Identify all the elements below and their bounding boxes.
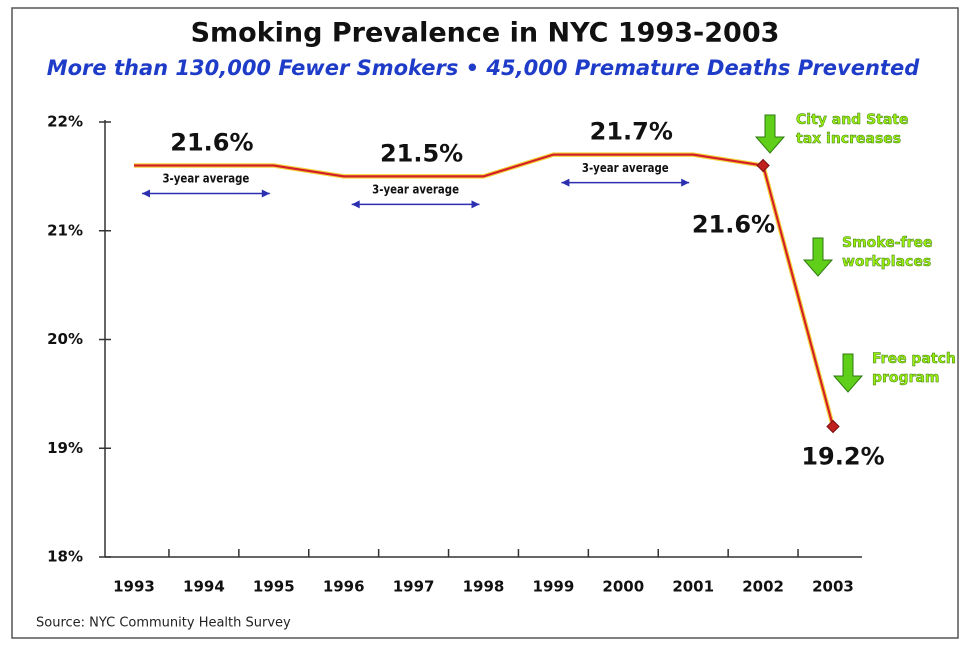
average-caption: 3-year average [162,172,249,186]
average-caption: 3-year average [372,183,459,197]
x-tick-label: 1998 [463,578,505,596]
x-tick-label: 2001 [672,578,714,596]
annotation-text: program [872,370,940,386]
y-tick-label: 18% [47,548,83,566]
x-tick-label: 2002 [742,578,784,596]
x-tick-label: 2003 [812,578,854,596]
average-label: 21.6% [170,129,253,157]
y-tick-label: 19% [47,439,83,457]
chart-subtitle: More than 130,000 Fewer Smokers • 45,000… [47,56,920,80]
x-tick-label: 1996 [323,578,365,596]
annotation-arrow [754,114,786,154]
x-tick-label: 1993 [113,578,155,596]
y-tick-label: 21% [47,221,83,239]
annotation-text: Free patch [872,351,956,367]
x-tick-label: 1994 [183,578,225,596]
average-label: 21.5% [380,139,463,167]
source-note: Source: NYC Community Health Survey [36,616,291,631]
average-caption: 3-year average [582,161,669,175]
point-marker [826,419,840,434]
chart-title: Smoking Prevalence in NYC 1993-2003 [191,18,780,49]
series-line [134,153,835,427]
x-tick-label: 1999 [533,578,575,596]
annotation-arrow [802,237,834,277]
y-tick-label: 20% [47,330,83,348]
data-label: 21.6% [692,211,775,239]
series-line-shadow [134,152,836,428]
annotation-text: City and State [796,112,909,128]
frame [11,7,959,639]
annotation-text: workplaces [842,254,931,270]
x-tick-label: 1997 [393,578,435,596]
x-tick-label: 2000 [602,578,644,596]
average-label: 21.7% [590,118,673,146]
annotation-text: tax increases [796,131,901,147]
y-tick-label: 22% [47,113,83,131]
x-tick-label: 1995 [253,578,295,596]
point-marker [756,158,770,173]
data-label: 19.2% [801,443,884,471]
annotation-arrow [832,353,864,393]
annotation-text: Smoke-free [842,235,933,251]
